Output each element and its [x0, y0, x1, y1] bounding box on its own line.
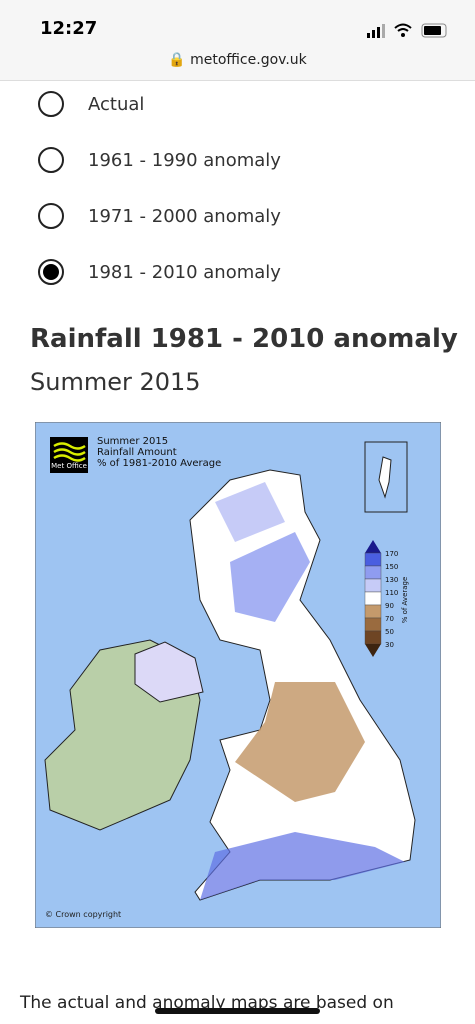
legend-swatch	[364, 617, 382, 632]
option-label: 1961 - 1990 anomaly	[88, 149, 281, 171]
legend-label: 110	[385, 589, 398, 597]
legend-label: 130	[385, 576, 398, 584]
legend-swatch	[364, 630, 382, 645]
shetland-inset	[364, 441, 408, 513]
legend-label: 170	[385, 550, 398, 558]
radio-option[interactable]: 1961 - 1990 anomaly	[38, 145, 281, 175]
legend-swatch	[364, 578, 382, 593]
url-text: metoffice.gov.uk	[190, 52, 307, 68]
radio-button[interactable]	[38, 147, 64, 173]
legend-swatch	[364, 565, 382, 580]
legend-label: 30	[385, 641, 394, 649]
legend-label: 70	[385, 615, 394, 623]
status-icons	[367, 23, 447, 38]
option-label: Actual	[88, 93, 145, 115]
browser-bar: 12:27 🔒 metoffice.gov.uk	[0, 0, 475, 81]
legend-label: 150	[385, 563, 398, 571]
option-label: 1981 - 2010 anomaly	[88, 261, 281, 283]
url[interactable]: 🔒 metoffice.gov.uk	[0, 52, 475, 68]
radio-option[interactable]: Actual	[38, 89, 144, 119]
radio-dot	[43, 264, 59, 280]
highland-wet	[215, 482, 285, 542]
legend-swatch	[364, 552, 382, 567]
logo-text: Met Office	[51, 462, 87, 470]
option-label: 1971 - 2000 anomaly	[88, 205, 281, 227]
radio-button[interactable]	[38, 259, 64, 285]
shetland	[378, 456, 392, 499]
map-title-line: % of 1981-2010 Average	[97, 458, 221, 469]
radio-button[interactable]	[38, 203, 64, 229]
legend-swatch	[365, 540, 381, 553]
radio-button[interactable]	[38, 91, 64, 117]
map-title-line: Summer 2015	[97, 436, 168, 447]
scotland-wet	[230, 532, 310, 622]
map-title-line: Rainfall Amount	[97, 447, 177, 458]
radio-option[interactable]: 1971 - 2000 anomaly	[38, 201, 281, 231]
legend-swatch	[364, 604, 382, 619]
northern-ireland	[134, 641, 204, 703]
subheading: Summer 2015	[30, 368, 201, 396]
home-indicator	[155, 1008, 320, 1014]
copyright: © Crown copyright	[45, 910, 121, 919]
lock-icon: 🔒	[168, 52, 191, 68]
dry-midlands	[235, 682, 365, 802]
legend-axis-label: % of Average	[401, 577, 409, 624]
legend-label: 90	[385, 602, 394, 610]
clock: 12:27	[40, 18, 98, 39]
legend-swatch	[364, 591, 382, 606]
heading: Rainfall 1981 - 2010 anomaly	[30, 324, 458, 354]
radio-option[interactable]: 1981 - 2010 anomaly	[38, 257, 281, 287]
legend-swatch	[365, 644, 381, 657]
south-coast-wet	[200, 832, 405, 900]
legend-label: 50	[385, 628, 394, 636]
